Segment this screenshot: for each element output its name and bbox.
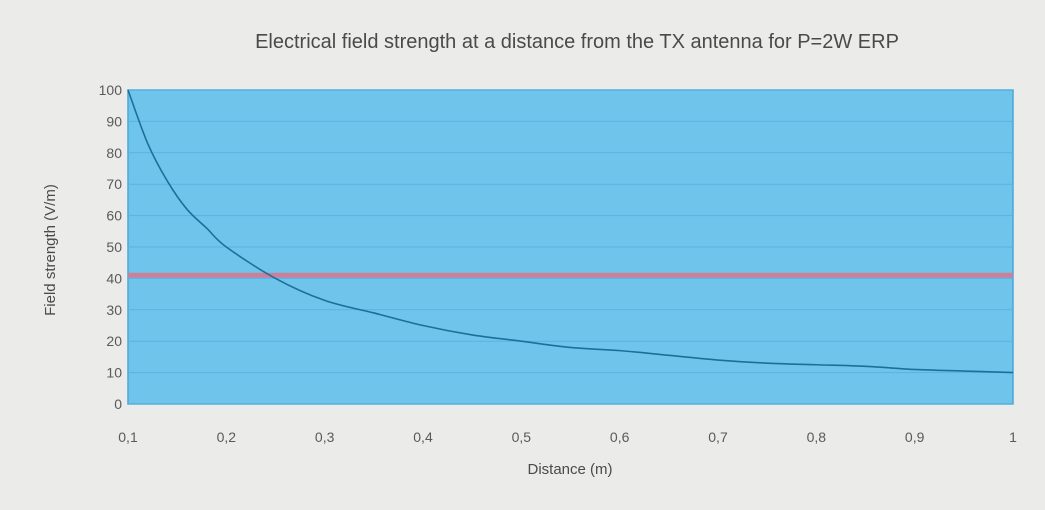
x-tick-label: 0,3 <box>315 429 335 445</box>
y-tick-label: 90 <box>106 113 122 129</box>
x-tick-labels: 0,1 0,2 0,3 0,4 0,5 0,6 0,7 0,8 0,9 1 <box>118 429 1017 445</box>
x-tick-label: 0,1 <box>118 429 138 445</box>
y-axis-label: Field strength (V/m) <box>42 184 59 316</box>
series-line <box>127 89 1014 374</box>
x-tick-label: 0,2 <box>217 429 237 445</box>
y-tick-label: 10 <box>106 365 122 381</box>
x-tick-label: 1 <box>1009 429 1017 445</box>
y-tick-label: 40 <box>106 270 122 286</box>
grid-lines <box>128 89 1013 405</box>
x-tick-label: 0,4 <box>413 429 433 445</box>
y-tick-labels: 0 10 20 30 40 50 60 70 80 90 100 <box>99 82 123 412</box>
x-tick-label: 0,5 <box>512 429 532 445</box>
y-tick-label: 30 <box>106 302 122 318</box>
x-axis-label: Distance (m) <box>527 461 612 478</box>
y-tick-label: 20 <box>106 333 122 349</box>
chart-title: Electrical field strength at a distance … <box>255 31 899 53</box>
y-tick-label: 70 <box>106 176 122 192</box>
y-tick-label: 0 <box>114 396 122 412</box>
series-layer <box>127 89 1014 374</box>
x-tick-label: 0,8 <box>807 429 827 445</box>
y-tick-label: 50 <box>106 239 122 255</box>
x-tick-label: 0,9 <box>905 429 925 445</box>
y-tick-label: 100 <box>99 82 123 98</box>
x-tick-label: 0,6 <box>610 429 630 445</box>
y-tick-label: 60 <box>106 208 122 224</box>
x-tick-label: 0,7 <box>708 429 728 445</box>
y-tick-label: 80 <box>106 145 122 161</box>
